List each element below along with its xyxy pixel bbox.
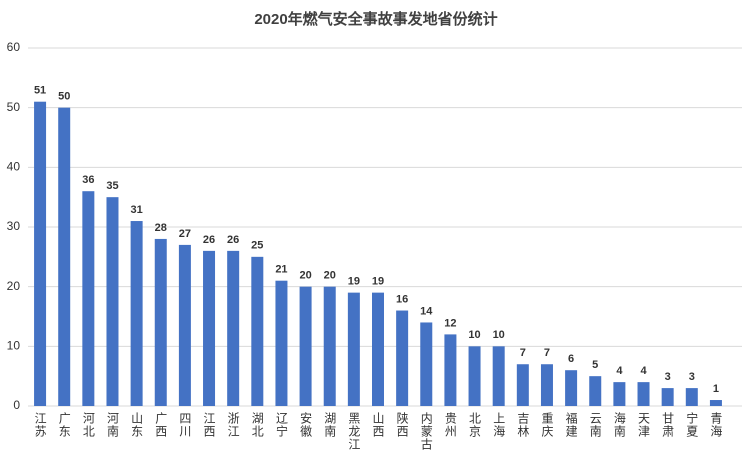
x-tick-label: 宁夏 xyxy=(685,411,699,438)
y-tick-label: 10 xyxy=(7,339,21,353)
bar xyxy=(275,280,288,406)
value-label: 19 xyxy=(372,276,384,288)
value-label: 7 xyxy=(520,347,526,359)
bar xyxy=(565,370,578,406)
bar xyxy=(251,256,264,406)
x-tick-label: 内蒙古 xyxy=(419,412,433,451)
x-tick-label: 河北 xyxy=(81,412,95,438)
value-label: 14 xyxy=(420,305,433,317)
value-label: 7 xyxy=(544,347,550,359)
bar xyxy=(685,388,698,406)
value-label: 50 xyxy=(58,91,70,103)
x-tick-label: 浙江 xyxy=(226,412,240,438)
x-tick-label: 湖南 xyxy=(323,411,337,438)
value-label: 26 xyxy=(203,234,215,246)
x-tick-label: 福建 xyxy=(564,411,578,438)
value-label: 3 xyxy=(665,371,671,383)
y-tick-label: 40 xyxy=(7,160,21,174)
value-label: 31 xyxy=(130,204,142,216)
x-tick-label: 青海 xyxy=(709,412,723,438)
x-tick-label: 重庆 xyxy=(540,412,554,438)
x-tick-label: 河南 xyxy=(105,412,119,438)
x-tick-label: 湖北 xyxy=(250,411,264,438)
value-label: 51 xyxy=(34,85,46,97)
bar xyxy=(323,286,336,406)
bar xyxy=(396,310,409,406)
bar xyxy=(492,346,505,406)
bar xyxy=(203,250,216,406)
value-label: 35 xyxy=(106,180,118,192)
x-tick-label: 吉林 xyxy=(516,412,530,438)
y-tick-label: 0 xyxy=(13,398,20,412)
x-tick-label: 天津 xyxy=(637,412,651,438)
chart-title: 2020年燃气安全事故事发地省份统计 xyxy=(254,10,497,28)
value-label: 27 xyxy=(179,228,191,240)
value-label: 36 xyxy=(82,174,94,186)
x-tick-label: 广西 xyxy=(154,412,168,438)
bar xyxy=(661,388,674,406)
value-label: 21 xyxy=(275,264,287,276)
value-label: 6 xyxy=(568,353,574,365)
y-tick-label: 30 xyxy=(7,219,21,233)
bar xyxy=(227,250,240,406)
bar xyxy=(154,238,167,406)
value-label: 20 xyxy=(299,270,311,282)
x-tick-label: 江苏 xyxy=(33,412,47,438)
x-tick-label: 四川 xyxy=(178,412,192,438)
x-tick-label: 海南 xyxy=(612,411,626,438)
value-label: 25 xyxy=(251,240,263,252)
value-label: 3 xyxy=(689,371,695,383)
value-label: 1 xyxy=(713,383,719,395)
x-tick-label: 陕西 xyxy=(395,411,409,438)
bar xyxy=(709,400,722,406)
x-tick-label: 云南 xyxy=(588,412,602,438)
bar xyxy=(58,107,71,407)
value-label: 12 xyxy=(444,317,456,329)
bar xyxy=(613,382,626,406)
x-tick-label: 安徽 xyxy=(299,411,313,438)
bar xyxy=(130,221,143,406)
value-label: 16 xyxy=(396,293,408,305)
bar xyxy=(82,191,95,406)
x-tick-label: 上海 xyxy=(492,412,506,438)
x-tick-label: 山西 xyxy=(371,412,385,438)
x-tick-label: 江西 xyxy=(202,412,216,438)
bar xyxy=(420,322,433,406)
value-label: 28 xyxy=(155,222,167,234)
x-tick-label: 辽宁 xyxy=(274,412,288,438)
bar xyxy=(516,364,529,406)
bar xyxy=(178,244,191,406)
y-tick-label: 60 xyxy=(7,40,21,54)
value-label: 4 xyxy=(616,365,623,377)
value-label: 10 xyxy=(468,329,480,341)
y-tick-label: 50 xyxy=(7,100,21,114)
bar xyxy=(468,346,481,406)
bar xyxy=(106,197,119,406)
value-label: 10 xyxy=(493,329,505,341)
x-tick-label: 贵州 xyxy=(443,412,457,438)
x-tick-label: 甘肃 xyxy=(661,412,675,438)
value-label: 20 xyxy=(324,270,336,282)
bar xyxy=(540,364,553,406)
x-tick-label: 黑龙江 xyxy=(347,412,361,451)
y-tick-label: 20 xyxy=(7,279,21,293)
bar xyxy=(347,292,360,406)
value-label: 5 xyxy=(592,359,598,371)
x-tick-label: 广东 xyxy=(57,412,71,438)
bar xyxy=(372,292,384,406)
bar xyxy=(444,334,457,406)
value-label: 26 xyxy=(227,234,239,246)
value-label: 19 xyxy=(348,276,360,288)
bar xyxy=(637,382,650,406)
bar xyxy=(589,376,602,406)
bar xyxy=(34,101,47,406)
bar xyxy=(299,286,312,406)
value-label: 4 xyxy=(640,365,647,377)
x-tick-label: 北京 xyxy=(468,412,482,438)
x-tick-label: 山东 xyxy=(130,412,144,438)
